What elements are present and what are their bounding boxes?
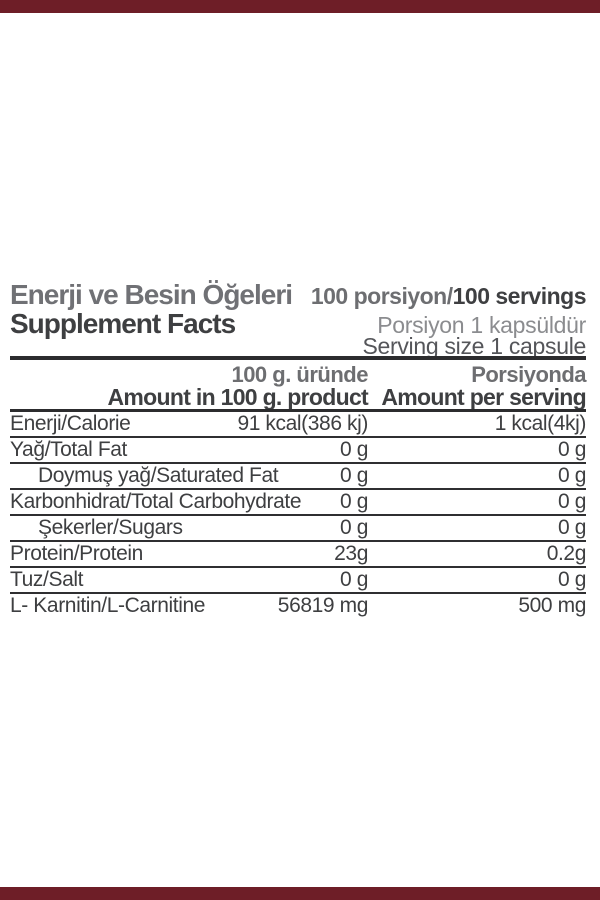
- amount-per-100g-value: 0 g: [340, 516, 368, 539]
- col-header-per-100g-english: Amount in 100 g. product: [107, 384, 369, 410]
- table-row: Protein/Protein 23g 0.2g: [10, 542, 586, 568]
- table-row: L- Karnitin/L-Carnitine 56819 mg 500 mg: [10, 594, 586, 620]
- label-title-english: Supplement Facts: [10, 308, 236, 339]
- amount-per-100g-value: 0 g: [340, 490, 368, 513]
- amount-per-serving-value: 1 kcal(4kj): [494, 412, 587, 435]
- nutrient-label: Yağ/Total Fat: [10, 438, 127, 461]
- amount-per-serving-value: 0 g: [558, 568, 586, 591]
- table-top-rule: [10, 356, 586, 360]
- nutrient-label: Şekerler/Sugars: [38, 516, 183, 539]
- table-row: Yağ/Total Fat 0 g 0 g: [10, 438, 586, 464]
- amount-per-serving-value: 500 mg: [518, 594, 586, 617]
- amount-per-100g-value: 91 kcal(386 kj): [237, 412, 368, 435]
- serving-size-row: Serving size 1 capsule: [10, 333, 586, 360]
- servings-count: 100 porsiyon/100 servings: [310, 283, 587, 310]
- amount-per-100g-value: 0 g: [340, 464, 368, 487]
- top-red-bar: [0, 0, 600, 13]
- col-header-per-serving-turkish: Porsiyonda: [471, 362, 586, 387]
- amount-per-100g-value: 0 g: [340, 568, 368, 591]
- serving-size-english: Serving size 1 capsule: [362, 333, 586, 359]
- nutrition-table: Enerji/Calorie 91 kcal(386 kj) 1 kcal(4k…: [10, 412, 586, 620]
- nutrient-label: Enerji/Calorie: [10, 412, 131, 435]
- nutrient-label: Protein/Protein: [10, 542, 143, 565]
- amount-per-100g-value: 23g: [334, 542, 368, 565]
- amount-per-serving-value: 0 g: [558, 516, 586, 539]
- amount-per-serving-value: 0 g: [558, 464, 586, 487]
- table-row: Doymuş yağ/Saturated Fat 0 g 0 g: [10, 464, 586, 490]
- label-title-row: Enerji ve Besin Öğeleri 100 porsiyon/100…: [10, 279, 587, 311]
- nutrient-label: Doymuş yağ/Saturated Fat: [38, 464, 279, 487]
- bottom-red-bar: [0, 887, 600, 900]
- amount-per-serving-value: 0 g: [558, 438, 586, 461]
- col-header-per-serving-english: Amount per serving: [381, 384, 586, 410]
- amount-per-serving-value: 0 g: [558, 490, 586, 513]
- servings-count-turkish: 100 porsiyon/: [310, 283, 453, 309]
- serving-size-turkish: Porsiyon 1 kapsüldür: [377, 312, 586, 338]
- table-row: Enerji/Calorie 91 kcal(386 kj) 1 kcal(4k…: [10, 412, 586, 438]
- servings-count-english: 100 servings: [452, 283, 587, 309]
- amount-per-serving-value: 0.2g: [546, 542, 587, 565]
- table-row: Tuz/Salt 0 g 0 g: [10, 568, 586, 594]
- nutrient-label: Tuz/Salt: [10, 568, 84, 591]
- label-subtitle-row: Supplement Facts Porsiyon 1 kapsüldür: [10, 308, 586, 340]
- table-row: Şekerler/Sugars 0 g 0 g: [10, 516, 586, 542]
- amount-per-100g-value: 56819 mg: [277, 594, 369, 617]
- header-bottom-rule: [10, 409, 586, 412]
- col-header-per-100g-turkish: 100 g. üründe: [231, 362, 368, 387]
- label-title-turkish: Enerji ve Besin Öğeleri: [10, 279, 293, 310]
- nutrient-label: L- Karnitin/L-Carnitine: [10, 594, 206, 617]
- amount-per-100g-value: 0 g: [340, 438, 368, 461]
- nutrient-label: Karbonhidrat/Total Carbohydrate: [10, 490, 302, 513]
- table-row: Karbonhidrat/Total Carbohydrate 0 g 0 g: [10, 490, 586, 516]
